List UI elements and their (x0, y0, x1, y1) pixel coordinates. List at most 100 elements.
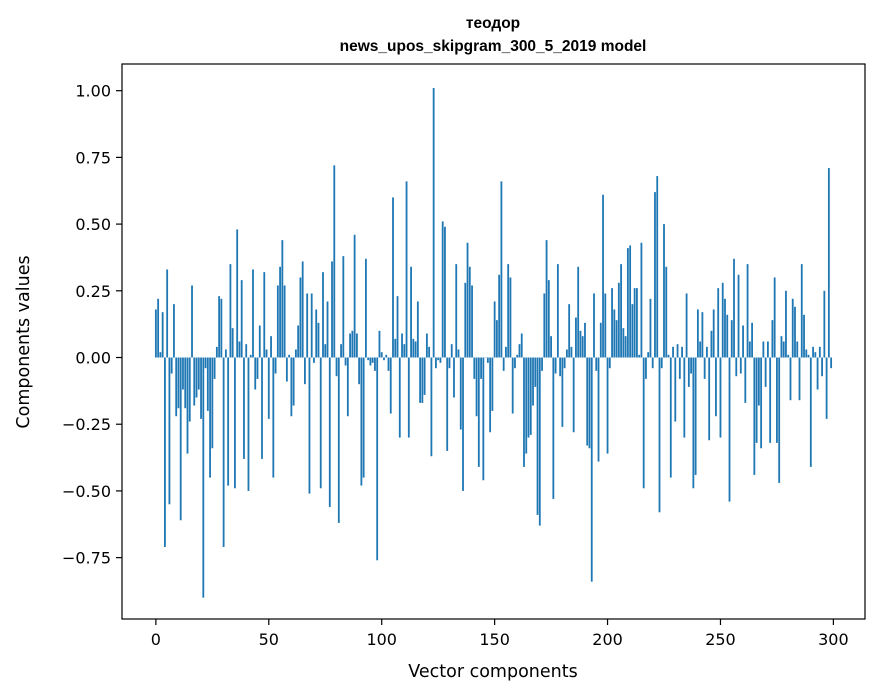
bar-component-298 (827, 168, 830, 358)
bar-component-80 (335, 357, 338, 377)
bar-component-77 (328, 357, 331, 507)
bar-component-93 (365, 258, 367, 358)
bar-component-133 (455, 264, 458, 358)
x-tick-label: 100 (366, 630, 397, 649)
bar-component-240 (696, 309, 699, 358)
bar-component-288 (805, 349, 808, 358)
y-tick-label: 0.75 (75, 148, 111, 167)
bar-component-11 (179, 357, 182, 521)
bar-component-131 (450, 344, 453, 358)
bar-component-157 (509, 277, 512, 358)
bar-component-55 (279, 266, 281, 358)
bar-component-276 (778, 357, 781, 483)
bar-component-32 (227, 357, 230, 486)
bar-component-52 (272, 357, 275, 478)
bar-component-175 (550, 336, 552, 358)
bar-component-45 (256, 357, 259, 379)
bar-component-183 (568, 304, 571, 358)
bar-component-110 (403, 344, 406, 358)
bar-component-124 (435, 357, 437, 369)
bar-component-154 (502, 357, 505, 371)
bar-component-73 (319, 357, 322, 489)
bar-component-83 (342, 256, 345, 358)
bar-component-242 (701, 312, 704, 358)
bar-component-95 (369, 357, 372, 366)
bar-component-82 (340, 344, 342, 358)
bar-component-292 (814, 352, 817, 358)
bar-component-12 (182, 357, 184, 390)
bar-component-211 (631, 304, 634, 358)
y-axis-label: Components values (14, 255, 34, 428)
bar-component-207 (622, 328, 625, 358)
bar-component-274 (773, 277, 776, 358)
bar-component-118 (421, 357, 424, 403)
bar-component-225 (663, 224, 665, 358)
bar-component-227 (667, 354, 670, 358)
bar-component-199 (604, 293, 607, 358)
bar-component-143 (477, 357, 480, 467)
bar-component-13 (184, 357, 187, 409)
bar-component-194 (593, 293, 595, 358)
bar-component-136 (462, 357, 464, 491)
bar-component-109 (401, 333, 403, 358)
bar-component-100 (380, 352, 383, 358)
bar-component-257 (735, 357, 738, 377)
bar-component-244 (706, 346, 708, 358)
y-tick-label: 1.00 (75, 82, 111, 101)
bar-component-39 (243, 357, 245, 459)
bar-component-260 (742, 325, 744, 358)
bar-component-102 (385, 354, 388, 358)
bar-component-105 (392, 197, 394, 358)
bar-component-85 (346, 357, 349, 417)
bar-component-228 (669, 357, 672, 478)
chart-title: теодор (466, 15, 520, 32)
bar-component-30 (222, 357, 225, 547)
bar-component-161 (518, 344, 521, 358)
bar-component-50 (267, 357, 270, 419)
y-tick-label: 0.50 (75, 215, 111, 234)
bar-component-19 (197, 357, 200, 390)
bar-component-125 (437, 357, 440, 361)
bar-component-91 (360, 357, 363, 486)
bar-component-149 (491, 357, 494, 411)
x-tick-label: 300 (818, 630, 849, 649)
bar-component-232 (678, 357, 681, 379)
bar-component-216 (642, 357, 645, 489)
bar-component-5 (166, 269, 169, 358)
bar-component-74 (322, 272, 324, 358)
bar-component-68 (308, 357, 311, 494)
bar-component-297 (825, 357, 828, 419)
bar-component-155 (505, 346, 507, 358)
bar-component-252 (724, 298, 726, 358)
bar-component-164 (525, 357, 528, 454)
bar-component-112 (407, 357, 410, 438)
bar-component-247 (712, 309, 715, 358)
bar-component-64 (299, 277, 302, 358)
bar-component-23 (206, 357, 209, 411)
bar-component-181 (563, 357, 566, 369)
bar-component-101 (383, 357, 385, 361)
bar-component-84 (344, 357, 347, 366)
bar-component-26 (213, 357, 216, 379)
bar-component-31 (224, 349, 227, 358)
bar-component-206 (620, 264, 622, 358)
bar-component-186 (575, 317, 577, 358)
bar-component-21 (202, 357, 205, 598)
x-tick-label: 250 (705, 630, 736, 649)
bar-component-295 (821, 357, 823, 377)
bar-component-15 (188, 357, 191, 422)
bar-component-187 (577, 266, 580, 358)
bar-component-75 (324, 344, 327, 358)
bar-component-150 (493, 301, 496, 358)
bar-component-246 (710, 330, 713, 358)
bar-component-20 (200, 357, 202, 419)
bar-component-27 (215, 346, 218, 358)
bar-component-258 (737, 274, 740, 358)
bar-component-49 (265, 349, 268, 358)
x-tick-label: 150 (479, 630, 510, 649)
bar-component-22 (204, 357, 207, 369)
bar-component-223 (658, 357, 661, 513)
bar-component-234 (683, 357, 686, 438)
x-tick-label: 50 (259, 630, 279, 649)
bar-component-233 (681, 346, 683, 358)
